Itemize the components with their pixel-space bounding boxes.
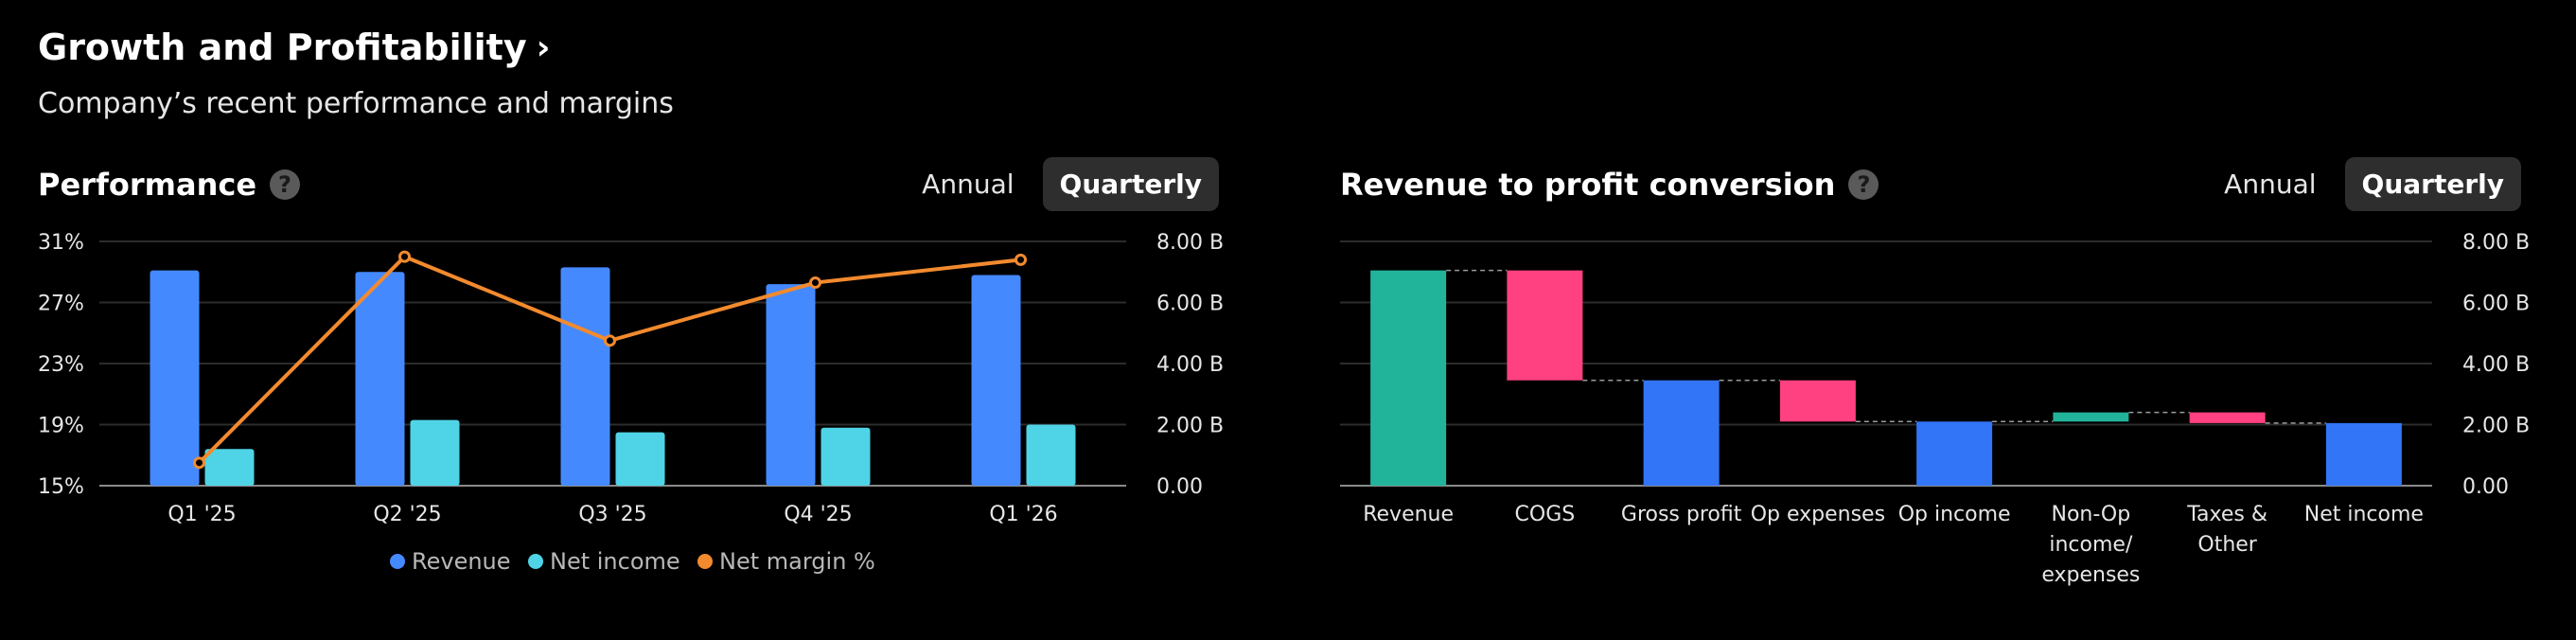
section-header: Growth and Profitability › Company’s rec… bbox=[38, 27, 674, 120]
category-label: Taxes & bbox=[2186, 503, 2267, 526]
chevron-right-icon: › bbox=[536, 27, 551, 67]
left-axis-tick-label: 27% bbox=[38, 293, 84, 316]
conversion-title: Revenue to profit conversion bbox=[1340, 166, 1836, 203]
category-label: Revenue bbox=[1363, 503, 1454, 526]
conversion-title-group: Revenue to profit conversion ? bbox=[1340, 167, 1879, 203]
waterfall-bar[interactable] bbox=[1779, 380, 1856, 422]
legend-label[interactable]: Revenue bbox=[412, 548, 511, 575]
legend-swatch bbox=[528, 554, 543, 569]
help-icon[interactable]: ? bbox=[270, 169, 301, 200]
waterfall-bar[interactable] bbox=[1507, 270, 1583, 381]
category-label: Non-Op bbox=[2052, 503, 2131, 526]
category-label: COGS bbox=[1515, 503, 1576, 526]
category-label: Q1 '26 bbox=[989, 503, 1057, 526]
net-margin-point[interactable] bbox=[398, 250, 411, 263]
right-axis-tick-label: 4.00 B bbox=[2462, 353, 2530, 377]
revenue-to-profit-chart: 8.00 B 6.00 B 4.00 B 2.00 B 0.00 Revenue COGS G… bbox=[1340, 231, 2530, 587]
performance-panel-header: Performance ? Annual Quarterly bbox=[38, 157, 1219, 211]
revenue-bar[interactable] bbox=[150, 270, 200, 486]
category-label: income/ bbox=[2049, 533, 2133, 557]
legend-label[interactable]: Net income bbox=[550, 548, 680, 575]
net-margin-point[interactable] bbox=[604, 334, 616, 347]
net-income-bar[interactable] bbox=[204, 449, 255, 486]
legend-swatch bbox=[697, 554, 713, 569]
category-label: Op income bbox=[1898, 503, 2011, 526]
right-axis-tick-label: 8.00 B bbox=[1156, 231, 1224, 255]
net-margin-point[interactable] bbox=[1015, 253, 1027, 266]
left-axis-tick-label: 31% bbox=[38, 231, 84, 255]
conversion-quarterly-button[interactable]: Quarterly bbox=[2344, 157, 2521, 211]
category-label: Q1 '25 bbox=[168, 503, 236, 526]
waterfall-bar[interactable] bbox=[2325, 422, 2402, 486]
waterfall-bar[interactable] bbox=[2053, 412, 2129, 422]
net-margin-point[interactable] bbox=[193, 456, 205, 470]
left-axis-tick-label: 15% bbox=[38, 475, 84, 499]
revenue-bar[interactable] bbox=[560, 267, 610, 486]
conversion-period-toggle: Annual Quarterly bbox=[2207, 157, 2521, 211]
left-axis-tick-label: 19% bbox=[38, 415, 84, 438]
right-axis-tick-label: 2.00 B bbox=[2462, 415, 2530, 438]
right-axis-tick-label: 4.00 B bbox=[1156, 353, 1224, 377]
right-axis-tick-label: 0.00 bbox=[1156, 475, 1203, 499]
waterfall-bar[interactable] bbox=[1916, 421, 1993, 486]
performance-period-toggle: Annual Quarterly bbox=[905, 157, 1219, 211]
net-income-bar[interactable] bbox=[1026, 424, 1076, 487]
category-label: Q2 '25 bbox=[373, 503, 441, 526]
category-label: Q3 '25 bbox=[578, 503, 646, 526]
legend-label[interactable]: Net margin % bbox=[719, 548, 875, 575]
revenue-bar[interactable] bbox=[355, 272, 405, 486]
left-axis-tick-label: 23% bbox=[38, 353, 84, 377]
section-title: Growth and Profitability bbox=[38, 27, 527, 68]
right-axis-tick-label: 2.00 B bbox=[1156, 415, 1224, 438]
category-label: Q4 '25 bbox=[784, 503, 852, 526]
performance-title-group: Performance ? bbox=[38, 166, 301, 203]
conversion-annual-button[interactable]: Annual bbox=[2207, 157, 2333, 211]
right-axis-tick-label: 0.00 bbox=[2462, 475, 2509, 499]
section-subtitle: Company’s recent performance and margins bbox=[38, 87, 674, 120]
waterfall-bar[interactable] bbox=[1370, 270, 1447, 486]
performance-chart: 8.00 B 6.00 B 4.00 B 2.00 B 0.00 31% 27% 23% 19%… bbox=[38, 231, 1224, 575]
conversion-panel-header: Revenue to profit conversion ? Annual Qu… bbox=[1340, 157, 2521, 211]
performance-annual-button[interactable]: Annual bbox=[905, 157, 1031, 211]
category-label: Op expenses bbox=[1751, 503, 1885, 526]
category-label: expenses bbox=[2041, 563, 2140, 587]
right-axis-tick-label: 6.00 B bbox=[1156, 293, 1224, 316]
net-income-bar[interactable] bbox=[615, 432, 665, 486]
net-income-bar[interactable] bbox=[820, 427, 871, 486]
help-icon[interactable]: ? bbox=[1848, 169, 1879, 200]
revenue-bar[interactable] bbox=[971, 275, 1021, 486]
waterfall-bar[interactable] bbox=[1643, 380, 1720, 486]
net-margin-point[interactable] bbox=[809, 276, 821, 290]
revenue-bar[interactable] bbox=[766, 284, 816, 486]
performance-quarterly-button[interactable]: Quarterly bbox=[1042, 157, 1219, 211]
waterfall-bar[interactable] bbox=[2189, 412, 2266, 423]
performance-title: Performance bbox=[38, 166, 257, 203]
right-axis-tick-label: 6.00 B bbox=[2462, 293, 2530, 316]
category-label: Net income bbox=[2304, 503, 2424, 526]
net-income-bar[interactable] bbox=[410, 419, 460, 486]
legend-swatch bbox=[390, 554, 405, 569]
section-title-link[interactable]: Growth and Profitability › bbox=[38, 27, 674, 68]
category-label: Gross profit bbox=[1621, 503, 1742, 526]
right-axis-tick-label: 8.00 B bbox=[2462, 231, 2530, 255]
category-label: Other bbox=[2197, 533, 2257, 557]
